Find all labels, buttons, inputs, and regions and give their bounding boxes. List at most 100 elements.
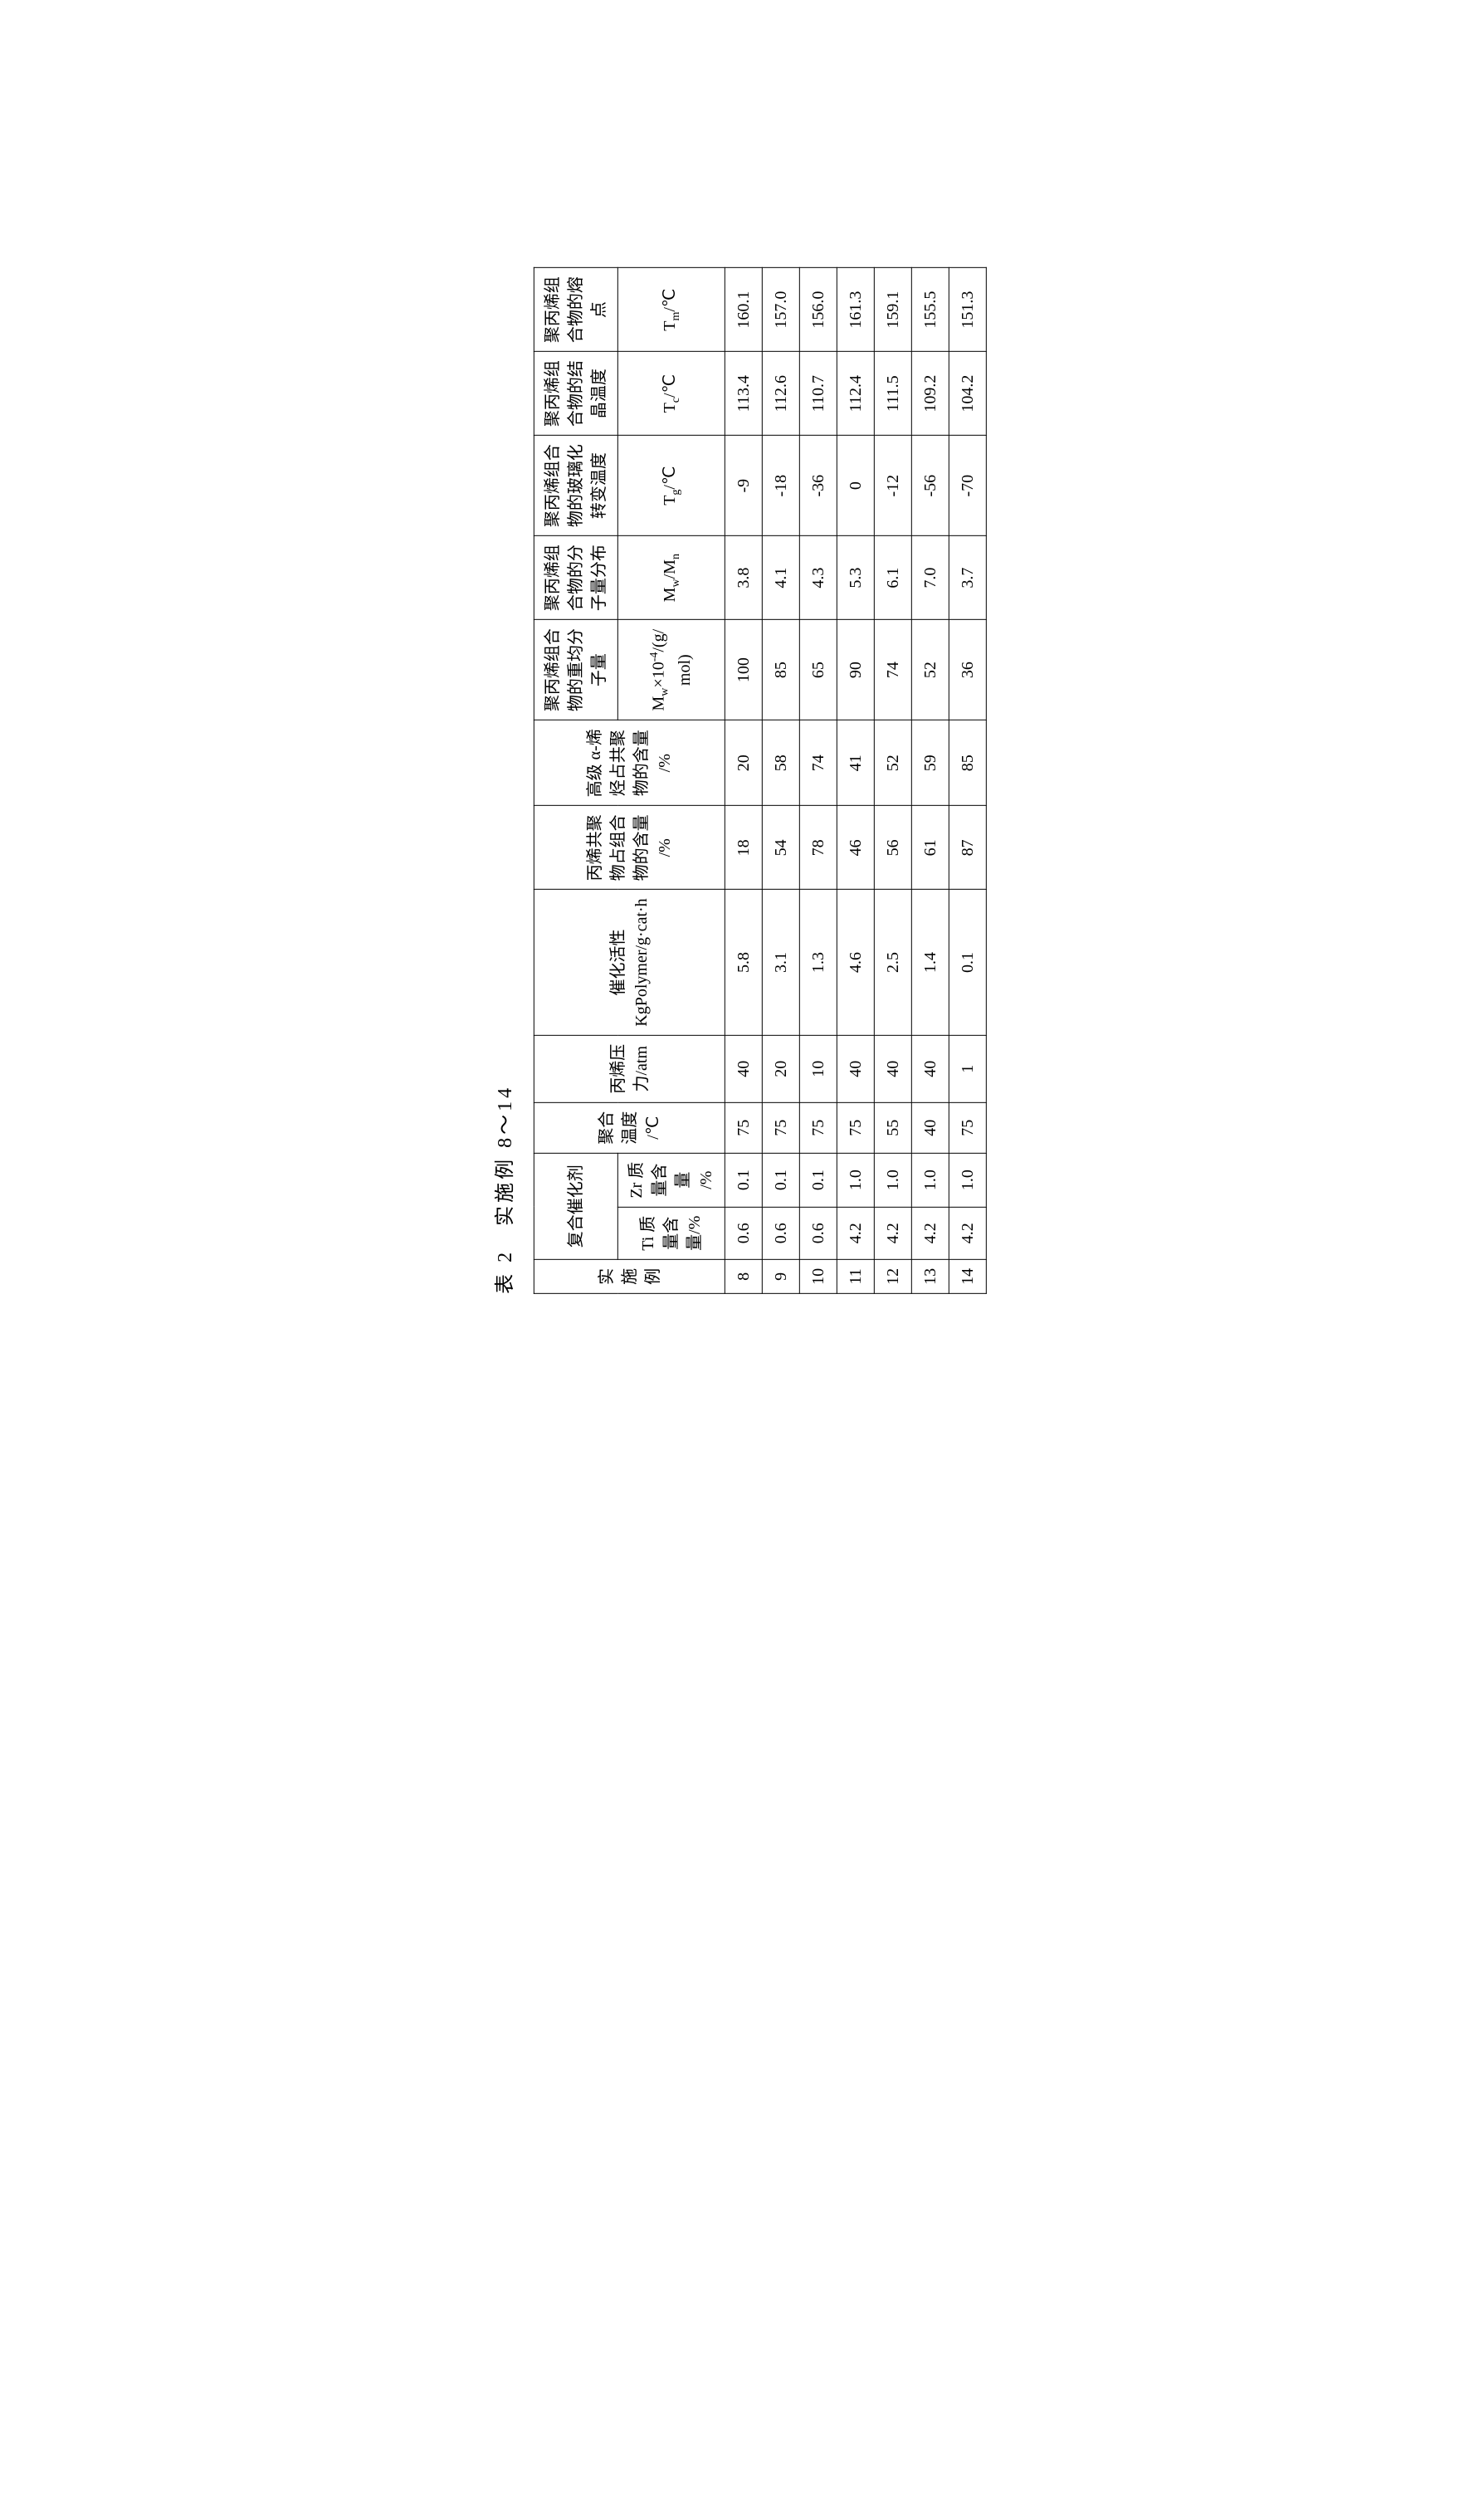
cell-exp: 14 — [949, 1259, 986, 1293]
col-tm-unit: Tm/℃ — [617, 268, 725, 352]
cell-temp: 40 — [911, 1102, 949, 1153]
cell-exp: 9 — [762, 1259, 799, 1293]
cell-tc: 112.4 — [837, 352, 874, 436]
cell-tm: 159.1 — [874, 268, 911, 352]
col-tg-unit: Tg/℃ — [617, 436, 725, 536]
table-row: 13 4.2 1.0 40 40 1.4 61 59 52 7.0 -56 10… — [911, 268, 949, 1294]
col-pressure: 丙烯压 力/atm — [534, 1035, 725, 1102]
cell-zr: 0.1 — [799, 1153, 837, 1207]
cell-activity: 2.5 — [874, 890, 911, 1035]
cell-zr: 1.0 — [837, 1153, 874, 1207]
cell-tc: 104.2 — [949, 352, 986, 436]
col-tg-label: 聚丙烯组合 物的玻璃化 转变温度 — [534, 436, 617, 536]
col-alpha-olefin: 高级 α-烯 烃占共聚 物的含量 /% — [534, 720, 725, 806]
cell-pcp: 46 — [837, 806, 874, 890]
col-mw-label: 聚丙烯组合 物的重均分 子量 — [534, 620, 617, 720]
cell-tm: 161.3 — [837, 268, 874, 352]
cell-mwmn: 3.8 — [725, 536, 762, 620]
cell-tg: -12 — [874, 436, 911, 536]
cell-alpha: 59 — [911, 720, 949, 806]
cell-pressure: 20 — [762, 1035, 799, 1102]
cell-alpha: 58 — [762, 720, 799, 806]
cell-ti: 4.2 — [837, 1207, 874, 1259]
header-row-1: 实 施 例 复合催化剂 聚合 温度 /℃ 丙烯压 力/atm 催化活性 KgPo… — [534, 268, 617, 1294]
col-ti: Ti 质 量含 量/% — [617, 1207, 725, 1259]
cell-pressure: 40 — [725, 1035, 762, 1102]
cell-mw: 52 — [911, 620, 949, 720]
cell-ti: 0.6 — [725, 1207, 762, 1259]
cell-temp: 75 — [725, 1102, 762, 1153]
cell-zr: 1.0 — [874, 1153, 911, 1207]
cell-tc: 110.7 — [799, 352, 837, 436]
cell-pcp: 54 — [762, 806, 799, 890]
cell-pressure: 40 — [874, 1035, 911, 1102]
cell-exp: 8 — [725, 1259, 762, 1293]
table-row: 14 4.2 1.0 75 1 0.1 87 85 36 3.7 -70 104… — [949, 268, 986, 1294]
cell-mw: 74 — [874, 620, 911, 720]
cell-alpha: 85 — [949, 720, 986, 806]
cell-alpha: 41 — [837, 720, 874, 806]
col-activity: 催化活性 KgPolymer/g·cat·h — [534, 890, 725, 1035]
cell-tc: 111.5 — [874, 352, 911, 436]
cell-mw: 65 — [799, 620, 837, 720]
cell-activity: 0.1 — [949, 890, 986, 1035]
cell-tg: -36 — [799, 436, 837, 536]
table-body: 8 0.6 0.1 75 40 5.8 18 20 100 3.8 -9 113… — [725, 268, 986, 1294]
col-catalyst-group: 复合催化剂 — [534, 1153, 617, 1259]
cell-mw: 36 — [949, 620, 986, 720]
table-head: 实 施 例 复合催化剂 聚合 温度 /℃ 丙烯压 力/atm 催化活性 KgPo… — [534, 268, 725, 1294]
cell-mwmn: 7.0 — [911, 536, 949, 620]
cell-ti: 0.6 — [762, 1207, 799, 1259]
cell-activity: 1.3 — [799, 890, 837, 1035]
cell-pcp: 78 — [799, 806, 837, 890]
cell-tg: -70 — [949, 436, 986, 536]
cell-zr: 1.0 — [949, 1153, 986, 1207]
cell-alpha: 74 — [799, 720, 837, 806]
data-table: 实 施 例 复合催化剂 聚合 温度 /℃ 丙烯压 力/atm 催化活性 KgPo… — [534, 267, 987, 1294]
cell-mwmn: 3.7 — [949, 536, 986, 620]
cell-pressure: 1 — [949, 1035, 986, 1102]
col-mwmn-label: 聚丙烯组 合物的分 子量分布 — [534, 536, 617, 620]
cell-tc: 113.4 — [725, 352, 762, 436]
table-row: 8 0.6 0.1 75 40 5.8 18 20 100 3.8 -9 113… — [725, 268, 762, 1294]
cell-activity: 4.6 — [837, 890, 874, 1035]
cell-alpha: 20 — [725, 720, 762, 806]
col-zr: Zr 质 量含 量 /% — [617, 1153, 725, 1207]
cell-mw: 90 — [837, 620, 874, 720]
col-tm-label: 聚丙烯组 合物的熔 点 — [534, 268, 617, 352]
cell-exp: 12 — [874, 1259, 911, 1293]
cell-mwmn: 4.1 — [762, 536, 799, 620]
cell-pcp: 56 — [874, 806, 911, 890]
cell-exp: 13 — [911, 1259, 949, 1293]
cell-activity: 1.4 — [911, 890, 949, 1035]
col-propylene-copolymer: 丙烯共聚 物占组合 物的含量 /% — [534, 806, 725, 890]
cell-temp: 55 — [874, 1102, 911, 1153]
cell-temp: 75 — [762, 1102, 799, 1153]
cell-temp: 75 — [949, 1102, 986, 1153]
cell-activity: 5.8 — [725, 890, 762, 1035]
cell-pressure: 40 — [837, 1035, 874, 1102]
cell-mwmn: 5.3 — [837, 536, 874, 620]
cell-alpha: 52 — [874, 720, 911, 806]
cell-pcp: 87 — [949, 806, 986, 890]
table-caption: 表 2 实施例 8～14 — [488, 267, 517, 1294]
table-row: 9 0.6 0.1 75 20 3.1 54 58 85 4.1 -18 112… — [762, 268, 799, 1294]
col-mw-unit: Mw×10-4/(g/mol) — [617, 620, 725, 720]
col-mwmn-unit: Mw/Mn — [617, 536, 725, 620]
cell-tc: 112.6 — [762, 352, 799, 436]
cell-tg: -9 — [725, 436, 762, 536]
cell-tm: 160.1 — [725, 268, 762, 352]
col-tc-label: 聚丙烯组 合物的结 晶温度 — [534, 352, 617, 436]
cell-pcp: 18 — [725, 806, 762, 890]
cell-tm: 155.5 — [911, 268, 949, 352]
table-row: 12 4.2 1.0 55 40 2.5 56 52 74 6.1 -12 11… — [874, 268, 911, 1294]
cell-tg: -18 — [762, 436, 799, 536]
table-row: 11 4.2 1.0 75 40 4.6 46 41 90 5.3 0 112.… — [837, 268, 874, 1294]
cell-exp: 11 — [837, 1259, 874, 1293]
col-temp: 聚合 温度 /℃ — [534, 1102, 725, 1153]
cell-mw: 100 — [725, 620, 762, 720]
rotated-table-wrap: 表 2 实施例 8～14 实 施 例 复合催化剂 聚合 温度 /℃ 丙烯压 力/… — [488, 267, 987, 1294]
cell-temp: 75 — [837, 1102, 874, 1153]
cell-tm: 157.0 — [762, 268, 799, 352]
page: 表 2 实施例 8～14 实 施 例 复合催化剂 聚合 温度 /℃ 丙烯压 力/… — [33, 33, 1441, 1528]
